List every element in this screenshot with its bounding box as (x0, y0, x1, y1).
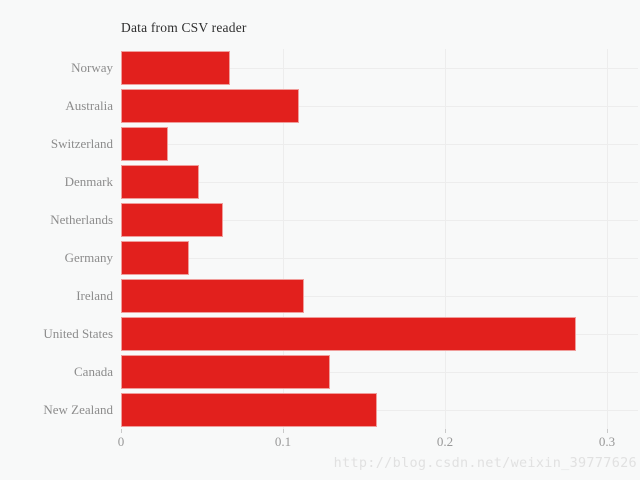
x-tick-mark-0.2 (445, 428, 446, 433)
category-label-germany: Germany (64, 250, 113, 265)
y-gridline-australia (121, 105, 638, 107)
y-gridline-canada (121, 372, 638, 374)
category-label-canada: Canada (74, 364, 113, 380)
y-gridline-norway (121, 67, 638, 69)
category-label-new-zealand: New Zealand (43, 402, 113, 418)
x-tick-label-0.2: 0.2 (436, 433, 454, 449)
category-label-australia: Australia (65, 97, 113, 113)
category-label-united-states: United States (43, 326, 113, 342)
category-label-norway: Norway (71, 59, 113, 75)
category-label-denmark: Denmark (64, 173, 113, 189)
category-label-netherlands: Netherlands (50, 211, 113, 227)
x-gridline-0.2 (445, 49, 446, 429)
category-label-switzerland: Switzerland (50, 135, 113, 151)
bar-united-states (121, 317, 577, 352)
bar-new-zealand (121, 393, 377, 428)
bar-australia (121, 88, 300, 123)
bar-denmark (121, 164, 199, 199)
bar-netherlands (121, 202, 224, 237)
y-gridline-netherlands (121, 219, 638, 221)
watermark-url: http://blog.csdn.net/weixin_39777626 (333, 455, 637, 471)
x-tick-label-0.3: 0.3 (598, 433, 616, 449)
bar-norway (121, 50, 230, 85)
x-tick-label-0.1: 0.1 (274, 433, 292, 449)
x-tick-label-0: 0 (117, 433, 125, 449)
x-gridline-0.1 (283, 49, 284, 429)
chart-title: Data from CSV reader (121, 20, 247, 35)
x-tick-mark-0 (121, 428, 122, 433)
x-gridline-0.3 (607, 49, 608, 429)
category-label-ireland: Ireland (76, 288, 113, 304)
x-tick-mark-0.3 (607, 428, 608, 433)
bar-switzerland (121, 126, 168, 161)
y-gridline-denmark (121, 181, 638, 183)
x-tick-mark-0.1 (283, 428, 284, 433)
y-gridline-germany (121, 258, 638, 259)
bar-ireland (121, 279, 305, 314)
y-gridline-switzerland (121, 143, 638, 145)
bar-canada (121, 355, 330, 390)
y-gridline-new-zealand (121, 410, 638, 412)
bar-germany (121, 241, 190, 275)
y-gridline-ireland (121, 296, 638, 298)
